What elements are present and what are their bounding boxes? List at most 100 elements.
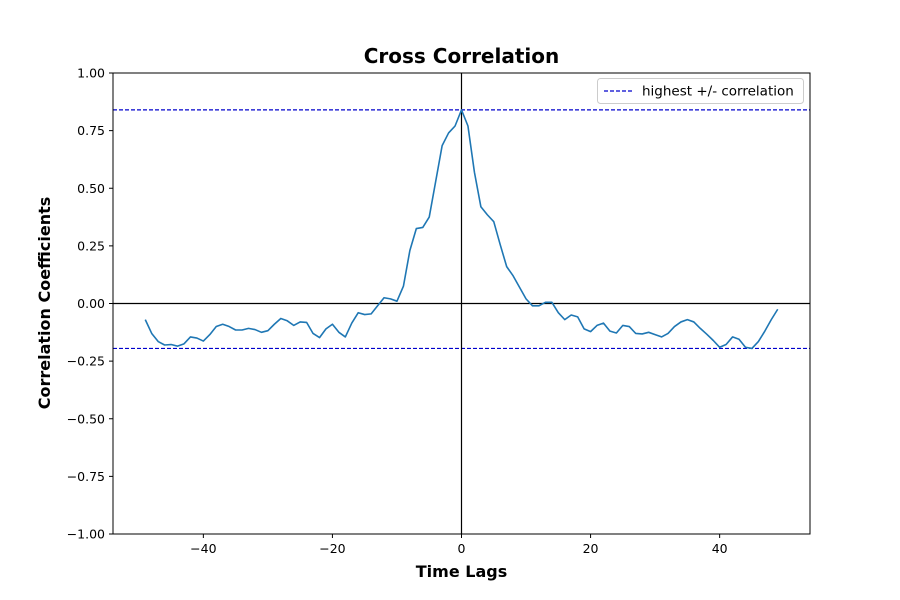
legend-box xyxy=(597,78,804,104)
data-point xyxy=(357,311,360,314)
data-point xyxy=(208,333,211,336)
x-tick-label: −40 xyxy=(190,541,216,556)
data-point xyxy=(318,336,321,339)
data-point xyxy=(750,347,753,350)
data-point xyxy=(337,331,340,334)
data-point xyxy=(150,332,153,335)
x-tick-label: 0 xyxy=(458,541,466,556)
data-point xyxy=(189,335,192,338)
data-point xyxy=(570,313,573,316)
legend-label-highest-correlation: highest +/- correlation xyxy=(642,84,794,100)
data-point xyxy=(531,304,534,307)
data-point xyxy=(195,336,198,339)
data-point xyxy=(660,335,663,338)
data-point xyxy=(499,243,502,246)
data-point xyxy=(331,323,334,326)
data-point xyxy=(737,338,740,341)
data-point xyxy=(202,339,205,342)
data-point xyxy=(725,343,728,346)
data-point xyxy=(544,301,547,304)
data-point xyxy=(692,320,695,323)
data-point xyxy=(666,332,669,335)
data-point xyxy=(402,285,405,288)
data-point xyxy=(292,324,295,327)
chart-title: Cross Correlation xyxy=(364,44,560,68)
x-axis-title: Time Lags xyxy=(416,562,507,581)
data-point xyxy=(537,304,540,307)
data-point xyxy=(776,308,779,311)
data-point xyxy=(757,340,760,343)
data-point xyxy=(647,331,650,334)
data-point xyxy=(415,227,418,230)
y-tick-label: 0.25 xyxy=(77,238,105,253)
data-point xyxy=(305,321,308,324)
y-tick-label: −1.00 xyxy=(67,527,105,542)
data-point xyxy=(215,325,218,328)
data-point xyxy=(286,319,289,322)
y-tick-label: −0.75 xyxy=(67,469,105,484)
data-point xyxy=(731,335,734,338)
data-point xyxy=(441,144,444,147)
data-point xyxy=(557,311,560,314)
data-point xyxy=(182,342,185,345)
data-point xyxy=(157,340,160,343)
y-tick-label: 0.75 xyxy=(77,123,105,138)
data-point xyxy=(524,297,527,300)
data-point xyxy=(621,324,624,327)
y-axis-title: Correlation Coefficients xyxy=(35,197,54,410)
data-point xyxy=(389,297,392,300)
y-tick-label: 0.50 xyxy=(77,181,105,196)
y-tick-label: −0.25 xyxy=(67,354,105,369)
data-point xyxy=(163,343,166,346)
data-point xyxy=(363,313,366,316)
data-point xyxy=(447,131,450,134)
data-point xyxy=(712,339,715,342)
data-point xyxy=(589,330,592,333)
y-tick-label: −0.50 xyxy=(67,411,105,426)
series-line-cross-correlation xyxy=(144,109,779,350)
data-point xyxy=(770,318,773,321)
x-tick-label: 20 xyxy=(583,541,599,556)
data-point xyxy=(453,124,456,127)
data-point xyxy=(144,318,147,321)
data-point xyxy=(273,323,276,326)
data-point xyxy=(169,343,172,346)
data-point xyxy=(344,335,347,338)
data-point xyxy=(260,331,263,334)
data-point xyxy=(634,332,637,335)
data-point xyxy=(518,286,521,289)
data-point xyxy=(583,327,586,330)
data-point xyxy=(376,304,379,307)
data-point xyxy=(466,124,469,127)
data-point xyxy=(324,327,327,330)
data-point xyxy=(608,330,611,333)
data-point xyxy=(699,327,702,330)
y-tick-label: 1.00 xyxy=(77,66,105,81)
data-point xyxy=(492,220,495,223)
data-point xyxy=(408,249,411,252)
data-point xyxy=(512,274,515,277)
data-point xyxy=(654,333,657,336)
data-point xyxy=(641,332,644,335)
plot-area: −40 −20 0 20 40 −1.00 −0.75 −0.50 −0.25 0.00 0.25 0… xyxy=(67,66,811,556)
data-point xyxy=(253,328,256,331)
data-point xyxy=(460,108,463,111)
data-point xyxy=(763,330,766,333)
data-point xyxy=(595,324,598,327)
data-point xyxy=(428,215,431,218)
data-point xyxy=(395,300,398,303)
data-point xyxy=(350,321,353,324)
data-point xyxy=(228,325,231,328)
data-point xyxy=(563,318,566,321)
data-point xyxy=(473,171,476,174)
data-point xyxy=(421,226,424,229)
data-point xyxy=(576,315,579,318)
data-point xyxy=(382,296,385,299)
data-point xyxy=(240,328,243,331)
x-tick-label: −20 xyxy=(319,541,345,556)
data-point xyxy=(505,265,508,268)
data-point xyxy=(221,323,224,326)
x-tick-label: 40 xyxy=(712,541,728,556)
